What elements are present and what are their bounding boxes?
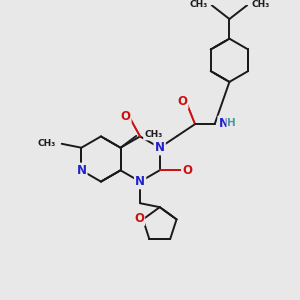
Text: CH₃: CH₃ [251,0,269,9]
Text: N: N [155,141,165,154]
Text: O: O [134,212,144,225]
Text: O: O [182,164,192,177]
Text: N: N [219,117,229,130]
Text: CH₃: CH₃ [190,0,208,9]
Text: CH₃: CH₃ [144,130,162,140]
Text: O: O [120,110,130,123]
Text: O: O [177,95,187,108]
Text: H: H [227,118,236,128]
Text: N: N [76,164,86,177]
Text: CH₃: CH₃ [38,139,56,148]
Text: N: N [135,175,145,188]
